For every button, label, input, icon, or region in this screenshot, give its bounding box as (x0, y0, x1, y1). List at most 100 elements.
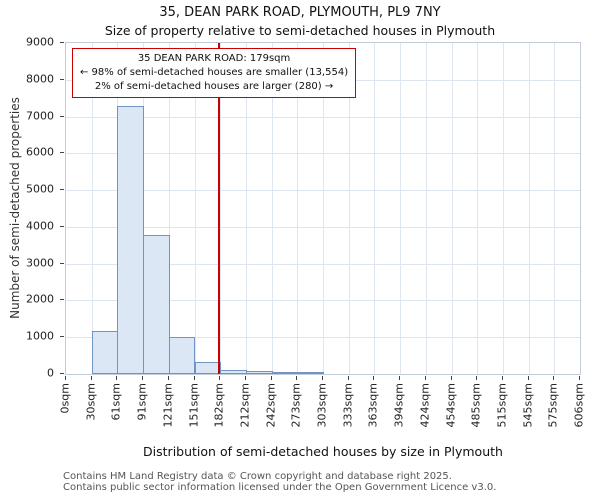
x-tick-mark (116, 376, 118, 380)
grid-line-vertical (91, 43, 93, 374)
plot-area: 35 DEAN PARK ROAD: 179sqm ← 98% of semi-… (65, 42, 581, 375)
x-tick-label: 424sqm (418, 383, 432, 428)
y-tick-mark (60, 225, 64, 227)
y-tick-label: 4000 (26, 219, 54, 233)
grid-line-vertical (528, 43, 530, 374)
x-tick-mark (450, 376, 452, 380)
x-tick-label: 303sqm (315, 383, 329, 428)
x-tick-mark (399, 376, 401, 380)
grid-line-vertical (271, 43, 273, 374)
x-tick-label: 30sqm (84, 383, 98, 421)
y-axis-labels: 0 1000 2000 3000 4000 5000 6000 7000 8000 9000 (0, 36, 64, 380)
y-tick-mark (60, 336, 64, 338)
y-tick-label: 2000 (26, 292, 54, 306)
y-tick-mark (60, 78, 64, 80)
x-tick-mark (65, 376, 66, 380)
annotation-box: 35 DEAN PARK ROAD: 179sqm ← 98% of semi-… (72, 48, 357, 98)
x-tick-label: 606sqm (572, 383, 586, 428)
annotation-line-1: 35 DEAN PARK ROAD: 179sqm (137, 53, 291, 64)
x-tick-label: 575sqm (546, 383, 560, 428)
x-tick-label: 515sqm (495, 383, 509, 428)
y-tick-mark (60, 42, 64, 43)
bar (168, 336, 196, 374)
footer-line-1: Contains HM Land Registry data © Crown c… (63, 471, 452, 482)
grid-line-vertical (220, 43, 222, 374)
y-tick-mark (60, 262, 64, 264)
x-tick-label: 333sqm (341, 383, 355, 428)
x-tick-label: 61sqm (109, 383, 123, 421)
x-tick-label: 273sqm (289, 383, 303, 428)
y-tick-label: 7000 (26, 109, 54, 123)
x-tick-mark (476, 376, 478, 380)
y-tick-mark (60, 299, 64, 301)
grid-line-vertical (168, 43, 170, 374)
x-tick-label: 394sqm (392, 383, 406, 428)
grid-line-vertical (323, 43, 324, 374)
x-tick-label: 363sqm (366, 383, 380, 428)
grid-line-vertical (348, 43, 350, 374)
y-tick-mark (60, 373, 64, 374)
x-tick-label: 454sqm (444, 383, 457, 428)
x-tick-mark (90, 376, 92, 380)
bar (117, 105, 145, 374)
x-axis-title: Distribution of semi-detached houses by … (143, 444, 503, 459)
x-tick-label: 121sqm (161, 383, 175, 428)
x-tick-mark (322, 376, 323, 380)
x-tick-label: 151sqm (187, 383, 200, 428)
grid-line-vertical (194, 43, 196, 374)
y-tick-label: 8000 (26, 72, 54, 86)
chart-title: 35, DEAN PARK ROAD, PLYMOUTH, PL9 7NY (159, 5, 441, 20)
x-tick-mark (373, 376, 375, 380)
x-tick-mark (193, 376, 195, 380)
x-tick-mark (142, 376, 144, 380)
grid-line-vertical (502, 43, 504, 374)
x-tick-mark (244, 376, 246, 380)
grid-line-vertical (477, 43, 479, 374)
annotation-line-2: ← 98% of semi-detached houses are smalle… (80, 67, 349, 78)
x-tick-mark (527, 376, 529, 380)
grid-line-vertical (297, 43, 299, 374)
footer-line-2: Contains public sector information licen… (63, 482, 497, 493)
y-tick-mark (60, 152, 64, 154)
x-tick-label: 182sqm (212, 383, 226, 428)
y-tick-label: 5000 (26, 182, 54, 196)
x-tick-label: 242sqm (264, 383, 278, 428)
y-tick-label: 0 (47, 366, 54, 380)
x-tick-mark (219, 376, 221, 380)
bar (194, 361, 222, 374)
x-tick-mark (270, 376, 272, 380)
x-tick-mark (501, 376, 503, 380)
x-tick-label: 545sqm (521, 383, 535, 428)
grid-line-vertical (451, 43, 453, 374)
chart-subtitle: Size of property relative to semi-detach… (104, 23, 496, 38)
x-tick-mark (579, 376, 580, 380)
grid-line-vertical (245, 43, 247, 374)
y-tick-label: 3000 (26, 256, 54, 270)
x-axis-labels: 0sqm 30sqm 61sqm 91sqm 121sqm 151sqm 182sqm 212… (59, 376, 586, 438)
x-tick-label: 485sqm (469, 383, 483, 428)
y-tick-label: 1000 (26, 329, 54, 343)
x-tick-label: 91sqm (135, 383, 149, 421)
x-tick-label: 0sqm (58, 383, 72, 414)
grid-line-vertical (374, 43, 376, 374)
bar (271, 372, 299, 374)
x-tick-mark (347, 376, 349, 380)
grid-line-vertical (400, 43, 402, 374)
bar (220, 369, 247, 374)
y-tick-label: 9000 (26, 35, 54, 49)
x-tick-mark (553, 376, 555, 380)
bar (245, 371, 273, 374)
y-tick-mark (60, 189, 64, 191)
bar (91, 330, 119, 374)
x-tick-mark (296, 376, 298, 380)
grid-line-vertical (425, 43, 427, 374)
annotation-line-3: 2% of semi-detached houses are larger (2… (94, 81, 334, 92)
bar (297, 372, 324, 374)
x-tick-label: 212sqm (238, 383, 252, 428)
grid-line-vertical (554, 43, 556, 374)
x-tick-mark (424, 376, 426, 380)
marker-line (217, 43, 220, 374)
y-tick-mark (60, 115, 64, 117)
bar (143, 234, 170, 374)
